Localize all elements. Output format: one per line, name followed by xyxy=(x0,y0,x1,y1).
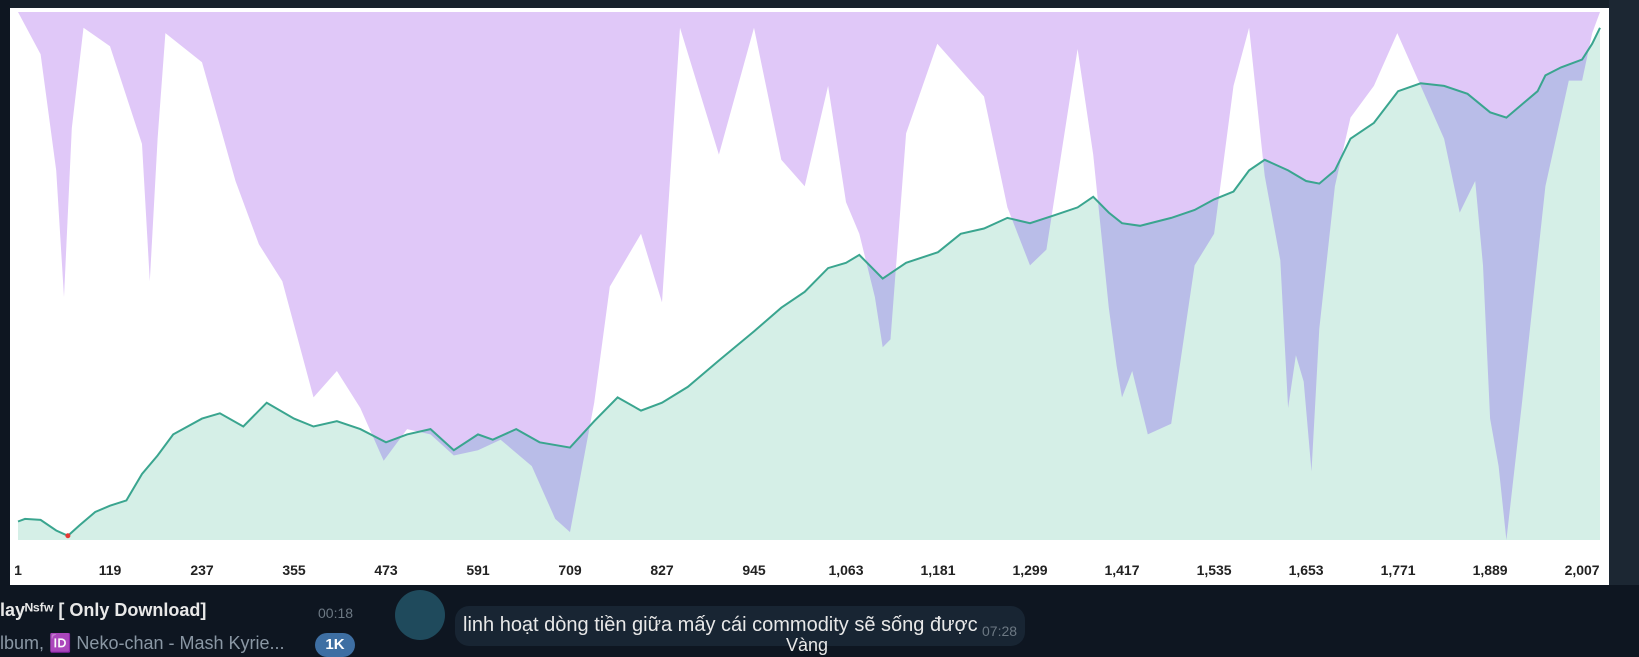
right-panel-edge xyxy=(1609,0,1639,657)
equity-area xyxy=(18,27,1600,541)
x-tick-label: 237 xyxy=(190,562,214,578)
left-panel-edge xyxy=(0,0,10,657)
x-tick-label: 1,417 xyxy=(1104,562,1139,578)
start-marker xyxy=(65,533,71,539)
message-bubble[interactable] xyxy=(455,606,1025,646)
x-tick-label: 1,889 xyxy=(1473,562,1508,578)
chat-list-item-preview: lbum, 🆔 Neko-chan - Mash Kyrie... xyxy=(0,633,285,653)
x-tick-label: 1,181 xyxy=(920,562,955,578)
drawdown-area xyxy=(18,12,1600,540)
x-tick-label: 1,771 xyxy=(1381,562,1416,578)
chat-list-item-time: 00:18 xyxy=(318,605,354,621)
x-axis-ticks: 1 119 237 355 473 591 709 827 945 1,063 1,181 1,299… xyxy=(14,562,1600,578)
x-tick-label: 1 xyxy=(14,562,22,578)
x-tick-label: 355 xyxy=(282,562,306,578)
x-tick-label: 827 xyxy=(650,562,674,578)
avatar[interactable] xyxy=(395,590,445,640)
x-tick-label: 1,535 xyxy=(1197,562,1232,578)
image-caption: Vàng xyxy=(786,635,829,655)
x-tick-label: 1,063 xyxy=(828,562,863,578)
x-tick-label: 709 xyxy=(558,562,582,578)
x-tick-label: 473 xyxy=(374,562,398,578)
x-tick-label: 945 xyxy=(742,562,766,578)
x-tick-label: 1,653 xyxy=(1289,562,1324,578)
equity-line xyxy=(17,27,1601,537)
message-text: linh hoạt dòng tiền giữa mấy cái commodi… xyxy=(463,614,978,636)
x-tick-label: 119 xyxy=(99,562,122,578)
x-tick-label: 591 xyxy=(466,562,490,578)
equity-drawdown-chart: 1 119 237 355 473 591 709 827 945 1,063 1,181 1,299… xyxy=(14,12,1601,578)
unread-badge: 1K xyxy=(315,633,355,657)
chart-image[interactable]: 1 119 237 355 473 591 709 827 945 1,063 1,181 1,299… xyxy=(10,8,1609,585)
x-tick-label: 2,007 xyxy=(1565,562,1600,578)
chat-list-item-title[interactable]: layᴺˢᶠʷ [ Only Download] xyxy=(0,600,207,620)
x-tick-label: 1,299 xyxy=(1012,562,1047,578)
message-time: 07:28 xyxy=(982,623,1018,639)
